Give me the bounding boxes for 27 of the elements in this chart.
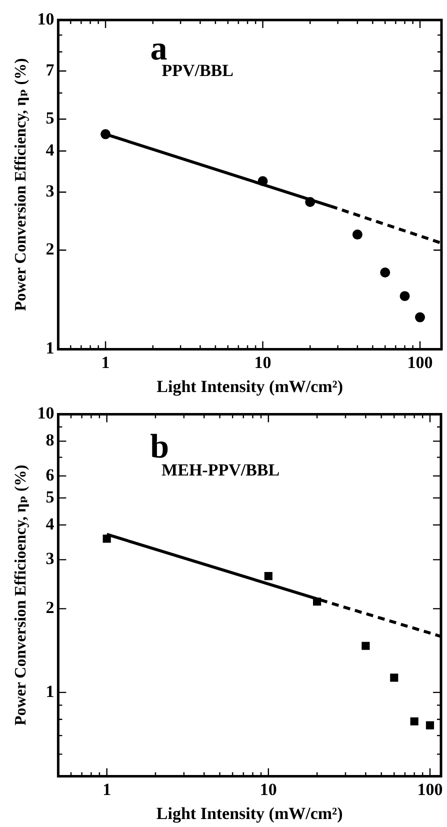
x-tick-label: 1 <box>102 780 112 799</box>
y-tick-label: 10 <box>37 9 54 28</box>
y-tick-label: 4 <box>46 140 55 160</box>
x-tick-label: 100 <box>407 352 433 372</box>
x-tick-label: 10 <box>260 780 277 799</box>
y-tick-label: 2 <box>46 598 54 618</box>
y-tick-label: 8 <box>46 430 54 450</box>
y-tick-label: 10 <box>37 404 54 423</box>
y-tick-label: 3 <box>46 549 54 568</box>
y-tick-label: 1 <box>46 682 54 701</box>
annotation: MEH-PPV/BBL <box>162 460 280 480</box>
y-tick-label: 5 <box>46 487 54 506</box>
x-tick-label: 100 <box>417 780 443 799</box>
y-tick-label: 2 <box>46 239 54 258</box>
annotation: PPV/BBL <box>162 60 234 80</box>
y-tick-label: 3 <box>46 182 54 201</box>
y-axis-title: Power Conversion Efficioency, ηₚ (%) <box>12 464 30 726</box>
x-axis-title: Light Intensity (mW/cm²) <box>156 377 344 396</box>
y-tick-label: 5 <box>46 108 54 128</box>
x-axis-title: Light Intensity (mW/cm²) <box>156 804 343 824</box>
y-tick-label: 6 <box>46 465 54 484</box>
y-tick-label: 7 <box>46 60 55 80</box>
x-tick-label: 10 <box>254 352 272 372</box>
y-axis-title: Power Conversion Efficiency, ηₚ (%) <box>12 58 30 311</box>
x-tick-label: 1 <box>101 352 110 372</box>
y-tick-label: 4 <box>46 514 55 534</box>
y-tick-label: 1 <box>46 338 54 358</box>
